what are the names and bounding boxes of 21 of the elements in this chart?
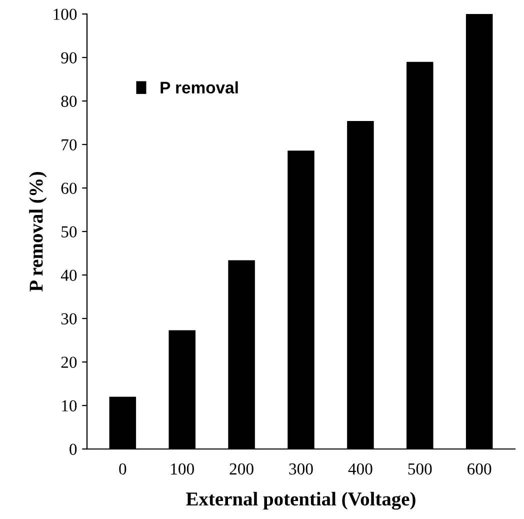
x-axis-title: External potential (Voltage) <box>186 492 416 510</box>
x-tick-label: 300 <box>289 463 313 475</box>
legend-label: P removal <box>160 81 238 94</box>
x-tick-label: 500 <box>408 463 432 475</box>
x-tick-label: 100 <box>171 463 194 475</box>
y-tick-label: 100 <box>54 8 77 20</box>
y-tick-label: 30 <box>61 313 77 324</box>
y-tick-label: 90 <box>61 52 77 64</box>
y-tick-label: 70 <box>62 139 77 150</box>
y-axis-title: P removal (%) <box>29 172 47 292</box>
y-tick-label: 0 <box>70 444 77 455</box>
y-tick-label: 40 <box>60 270 77 281</box>
x-tick-label: 200 <box>230 463 254 475</box>
y-tick-label: 20 <box>61 356 77 368</box>
x-tick-label: 600 <box>468 463 492 475</box>
y-tick-label: 10 <box>62 400 77 412</box>
x-tick-label: 400 <box>348 463 372 475</box>
y-tick-label: 80 <box>61 96 77 107</box>
y-tick-label: 60 <box>61 182 77 194</box>
y-tick-label: 50 <box>62 226 77 238</box>
x-tick-label: 0 <box>119 463 126 475</box>
